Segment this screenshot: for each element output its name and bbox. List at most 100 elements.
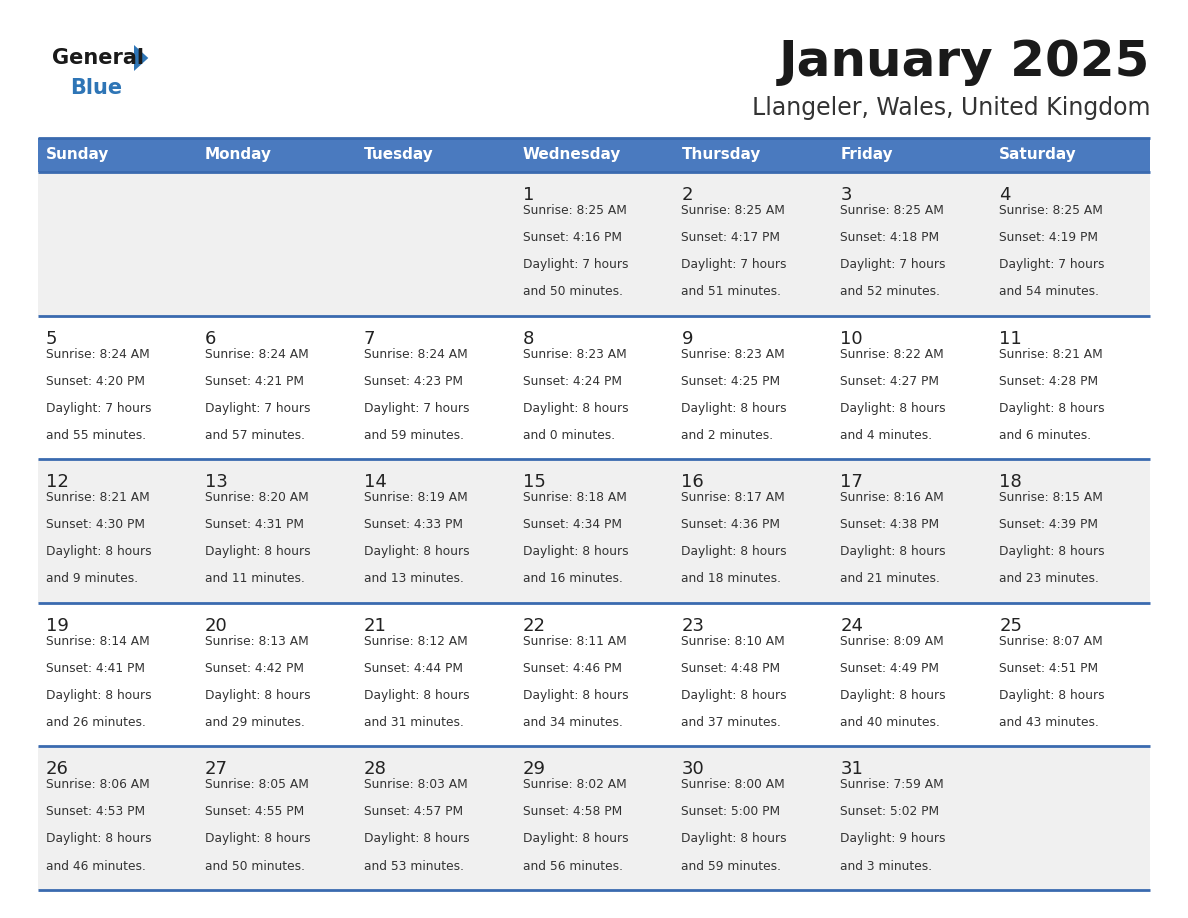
Text: 10: 10: [840, 330, 862, 348]
Text: and 11 minutes.: and 11 minutes.: [204, 572, 305, 586]
Text: Sunrise: 8:12 AM: Sunrise: 8:12 AM: [364, 635, 467, 648]
Text: Sunset: 5:02 PM: Sunset: 5:02 PM: [840, 805, 940, 819]
Text: Sunset: 5:00 PM: Sunset: 5:00 PM: [682, 805, 781, 819]
Text: Sunset: 4:30 PM: Sunset: 4:30 PM: [46, 519, 145, 532]
Text: Sunset: 4:51 PM: Sunset: 4:51 PM: [999, 662, 1098, 675]
Text: Sunset: 4:49 PM: Sunset: 4:49 PM: [840, 662, 940, 675]
Text: and 23 minutes.: and 23 minutes.: [999, 572, 1099, 586]
Text: and 40 minutes.: and 40 minutes.: [840, 716, 940, 729]
Text: and 21 minutes.: and 21 minutes.: [840, 572, 940, 586]
Bar: [38, 172, 1150, 316]
Text: 9: 9: [682, 330, 693, 348]
Text: Sunrise: 8:06 AM: Sunrise: 8:06 AM: [46, 778, 150, 791]
Text: Sunset: 4:53 PM: Sunset: 4:53 PM: [46, 805, 145, 819]
Text: Monday: Monday: [204, 148, 272, 162]
Text: Sunset: 4:17 PM: Sunset: 4:17 PM: [682, 231, 781, 244]
Text: and 26 minutes.: and 26 minutes.: [46, 716, 146, 729]
Text: Sunset: 4:20 PM: Sunset: 4:20 PM: [46, 375, 145, 387]
Text: Sunset: 4:18 PM: Sunset: 4:18 PM: [840, 231, 940, 244]
Text: Sunrise: 8:13 AM: Sunrise: 8:13 AM: [204, 635, 309, 648]
Text: Sunrise: 8:03 AM: Sunrise: 8:03 AM: [364, 778, 467, 791]
Text: Daylight: 8 hours: Daylight: 8 hours: [999, 545, 1105, 558]
Text: Daylight: 8 hours: Daylight: 8 hours: [682, 545, 788, 558]
Text: 1: 1: [523, 186, 533, 204]
Text: Daylight: 8 hours: Daylight: 8 hours: [46, 688, 152, 702]
Text: Daylight: 8 hours: Daylight: 8 hours: [682, 688, 788, 702]
Text: Daylight: 8 hours: Daylight: 8 hours: [840, 402, 946, 415]
Text: and 51 minutes.: and 51 minutes.: [682, 285, 782, 298]
Text: and 4 minutes.: and 4 minutes.: [840, 429, 933, 442]
Text: 5: 5: [46, 330, 57, 348]
Text: Sunrise: 7:59 AM: Sunrise: 7:59 AM: [840, 778, 944, 791]
Text: 6: 6: [204, 330, 216, 348]
Text: Sunset: 4:58 PM: Sunset: 4:58 PM: [523, 805, 621, 819]
Text: and 55 minutes.: and 55 minutes.: [46, 429, 146, 442]
Text: Daylight: 8 hours: Daylight: 8 hours: [523, 833, 628, 845]
Text: General: General: [52, 48, 144, 68]
Text: Daylight: 7 hours: Daylight: 7 hours: [523, 258, 628, 271]
Bar: [38, 138, 1150, 172]
Text: 12: 12: [46, 473, 69, 491]
Text: Wednesday: Wednesday: [523, 148, 621, 162]
Text: Sunday: Sunday: [46, 148, 109, 162]
Text: 30: 30: [682, 760, 704, 778]
Text: Sunset: 4:39 PM: Sunset: 4:39 PM: [999, 519, 1098, 532]
Text: Daylight: 9 hours: Daylight: 9 hours: [840, 833, 946, 845]
Text: 27: 27: [204, 760, 228, 778]
Text: Sunset: 4:57 PM: Sunset: 4:57 PM: [364, 805, 463, 819]
Text: Sunset: 4:31 PM: Sunset: 4:31 PM: [204, 519, 304, 532]
Text: Daylight: 8 hours: Daylight: 8 hours: [46, 833, 152, 845]
Text: Daylight: 7 hours: Daylight: 7 hours: [840, 258, 946, 271]
Text: Sunrise: 8:21 AM: Sunrise: 8:21 AM: [46, 491, 150, 504]
Text: Sunrise: 8:24 AM: Sunrise: 8:24 AM: [46, 348, 150, 361]
Text: 11: 11: [999, 330, 1022, 348]
Bar: [38, 316, 1150, 459]
Polygon shape: [134, 45, 148, 71]
Text: Daylight: 8 hours: Daylight: 8 hours: [204, 833, 310, 845]
Text: Sunrise: 8:17 AM: Sunrise: 8:17 AM: [682, 491, 785, 504]
Text: Daylight: 8 hours: Daylight: 8 hours: [46, 545, 152, 558]
Text: and 59 minutes.: and 59 minutes.: [682, 859, 782, 872]
Text: Daylight: 8 hours: Daylight: 8 hours: [523, 402, 628, 415]
Text: Sunrise: 8:24 AM: Sunrise: 8:24 AM: [364, 348, 467, 361]
Bar: [38, 746, 1150, 890]
Text: and 54 minutes.: and 54 minutes.: [999, 285, 1099, 298]
Text: Sunset: 4:25 PM: Sunset: 4:25 PM: [682, 375, 781, 387]
Text: Sunrise: 8:23 AM: Sunrise: 8:23 AM: [523, 348, 626, 361]
Text: 2: 2: [682, 186, 693, 204]
Text: Daylight: 7 hours: Daylight: 7 hours: [999, 258, 1105, 271]
Text: and 16 minutes.: and 16 minutes.: [523, 572, 623, 586]
Text: Sunset: 4:34 PM: Sunset: 4:34 PM: [523, 519, 621, 532]
Text: and 29 minutes.: and 29 minutes.: [204, 716, 305, 729]
Text: Sunset: 4:23 PM: Sunset: 4:23 PM: [364, 375, 462, 387]
Text: Daylight: 8 hours: Daylight: 8 hours: [364, 688, 469, 702]
Text: 15: 15: [523, 473, 545, 491]
Text: and 6 minutes.: and 6 minutes.: [999, 429, 1092, 442]
Text: Daylight: 8 hours: Daylight: 8 hours: [840, 545, 946, 558]
Text: Sunset: 4:48 PM: Sunset: 4:48 PM: [682, 662, 781, 675]
Text: Sunset: 4:55 PM: Sunset: 4:55 PM: [204, 805, 304, 819]
Text: 31: 31: [840, 760, 864, 778]
Text: and 46 minutes.: and 46 minutes.: [46, 859, 146, 872]
Text: and 3 minutes.: and 3 minutes.: [840, 859, 933, 872]
Bar: [38, 603, 1150, 746]
Text: and 50 minutes.: and 50 minutes.: [523, 285, 623, 298]
Text: Daylight: 7 hours: Daylight: 7 hours: [364, 402, 469, 415]
Text: Daylight: 8 hours: Daylight: 8 hours: [523, 688, 628, 702]
Text: Sunrise: 8:05 AM: Sunrise: 8:05 AM: [204, 778, 309, 791]
Text: Blue: Blue: [70, 78, 122, 98]
Text: Sunrise: 8:21 AM: Sunrise: 8:21 AM: [999, 348, 1102, 361]
Text: Thursday: Thursday: [682, 148, 760, 162]
Text: Sunset: 4:27 PM: Sunset: 4:27 PM: [840, 375, 940, 387]
Text: and 2 minutes.: and 2 minutes.: [682, 429, 773, 442]
Text: and 50 minutes.: and 50 minutes.: [204, 859, 305, 872]
Text: Daylight: 8 hours: Daylight: 8 hours: [999, 402, 1105, 415]
Text: Sunrise: 8:25 AM: Sunrise: 8:25 AM: [523, 204, 626, 217]
Text: and 34 minutes.: and 34 minutes.: [523, 716, 623, 729]
Text: 20: 20: [204, 617, 228, 635]
Text: 8: 8: [523, 330, 533, 348]
Text: Sunset: 4:38 PM: Sunset: 4:38 PM: [840, 519, 940, 532]
Text: Sunrise: 8:23 AM: Sunrise: 8:23 AM: [682, 348, 785, 361]
Text: Sunrise: 8:10 AM: Sunrise: 8:10 AM: [682, 635, 785, 648]
Text: Tuesday: Tuesday: [364, 148, 434, 162]
